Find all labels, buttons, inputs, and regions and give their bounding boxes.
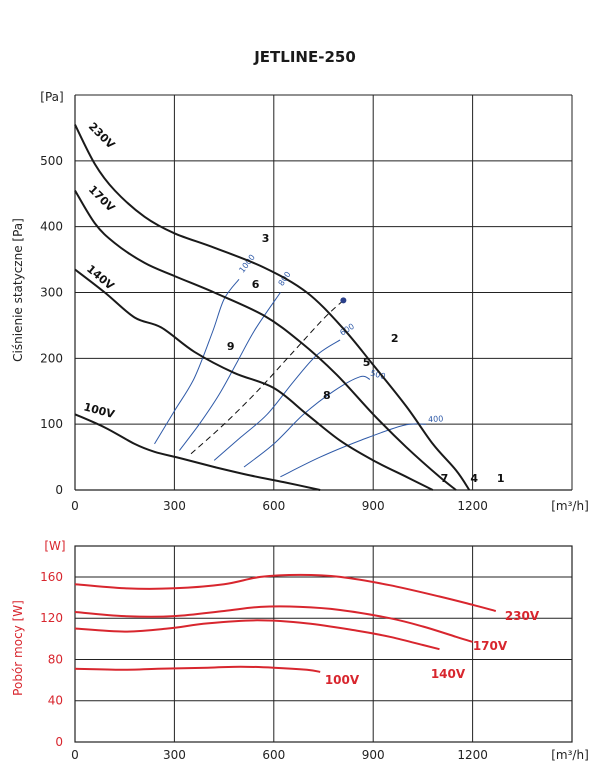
operating-point-marker (340, 297, 347, 304)
pressure-y-tick: 500 (40, 154, 63, 168)
power-curve-label: 170V (473, 639, 508, 653)
power-chart: 0 40 80 120 160 0 300 600 900 1200 230V 170V 140V 100… (40, 545, 573, 762)
pressure-x-tick: 1200 (457, 499, 488, 513)
iso-label: 500 (369, 369, 386, 382)
pressure-x-tick: 300 (163, 499, 186, 513)
power-y-tick: 80 (48, 652, 63, 666)
iso-curve (213, 339, 341, 461)
curve-label: 230V (86, 120, 118, 152)
pressure-y-tick: 100 (40, 417, 63, 431)
fan-curve-230v (74, 124, 471, 491)
fan-curve-100v (74, 413, 321, 491)
point-label: 2 (391, 332, 399, 345)
point-label: 7 (441, 472, 449, 485)
power-curve-140v (74, 619, 440, 651)
point-label: 9 (227, 340, 235, 353)
power-curve-170v (74, 605, 473, 643)
pressure-x-tick: 0 (71, 499, 79, 513)
power-curve-label: 140V (431, 667, 466, 681)
fan-curve-170v (74, 189, 457, 491)
iso-curve (154, 278, 240, 445)
power-curve-label: 100V (325, 673, 360, 687)
point-label: 8 (323, 389, 331, 402)
iso-label: 600 (338, 322, 356, 338)
pressure-unit-label: [Pa] (40, 90, 63, 104)
fan-curve-140v (74, 268, 434, 491)
iso-label: 400 (428, 414, 444, 424)
power-y-tick: 120 (40, 611, 63, 625)
power-x-tick: 0 (71, 748, 79, 762)
power-x-tick: 900 (362, 748, 385, 762)
pressure-axis-title: Ciśnienie statyczne [Pa] (11, 218, 25, 362)
point-label: 4 (470, 472, 478, 485)
power-axis-title: Pobór mocy [W] (11, 600, 25, 696)
point-label: 6 (252, 278, 260, 291)
power-x-tick: 1200 (457, 748, 488, 762)
pressure-y-tick: 200 (40, 351, 63, 365)
point-label: 1 (497, 472, 505, 485)
pressure-y-tick: 300 (40, 286, 63, 300)
power-x-unit: [m³/h] (551, 748, 589, 762)
iso-curve (243, 375, 371, 468)
power-x-tick: 600 (262, 748, 285, 762)
power-y-tick: 0 (55, 735, 63, 749)
power-y-tick: 160 (40, 570, 63, 584)
power-y-tick: 40 (48, 694, 63, 708)
iso-curve (280, 423, 427, 478)
system-curve (190, 300, 344, 455)
power-curve-230v (74, 573, 497, 612)
curve-label: 100V (82, 400, 116, 421)
power-x-tick: 300 (163, 748, 186, 762)
pressure-y-tick: 400 (40, 220, 63, 234)
power-curve-100v (74, 665, 321, 673)
pressure-x-unit: [m³/h] (551, 499, 589, 513)
power-curve-label: 230V (505, 609, 540, 623)
pressure-x-tick: 600 (262, 499, 285, 513)
point-label: 5 (363, 356, 371, 369)
point-label: 3 (262, 232, 270, 245)
power-unit-label: [W] (44, 539, 65, 553)
pressure-x-tick: 900 (362, 499, 385, 513)
pressure-y-tick: 0 (55, 483, 63, 497)
chart-title: JETLINE-250 (253, 48, 356, 66)
iso-curve (179, 292, 281, 451)
